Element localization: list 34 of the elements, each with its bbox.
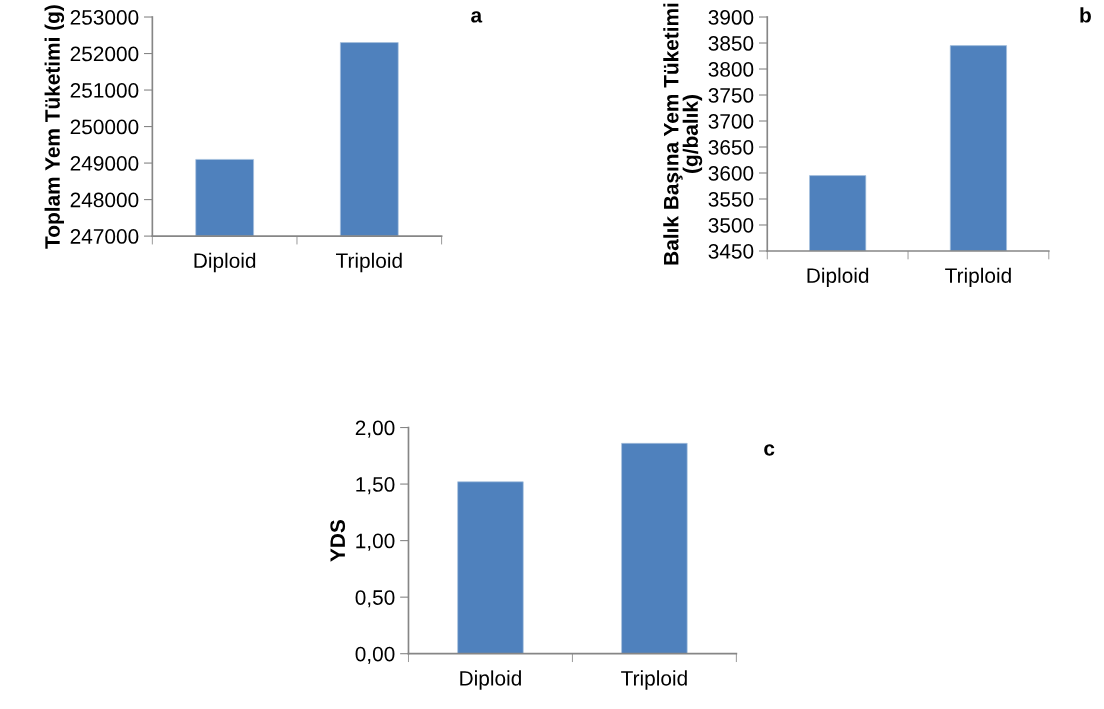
y-tick-label: 3650 (708, 140, 754, 155)
y-tick-label: 3550 (708, 191, 754, 207)
y-tick-label: 3900 (708, 10, 754, 25)
y-tick-label: 250000 (70, 119, 139, 135)
y-tick-label: 0,00 (355, 646, 395, 664)
y-axis-title: YDS (330, 520, 346, 562)
y-tick-label: 1,50 (356, 477, 395, 495)
text: a (471, 11, 483, 23)
y-tick-label: 3800 (708, 62, 754, 77)
y-tick-label: 3700 (708, 114, 754, 129)
x-tick-label: Triploid (945, 267, 1011, 288)
y-tick-label: 252000 (70, 46, 139, 62)
y-tick-label: 248000 (70, 192, 139, 208)
x-tick-label: Diploid (460, 670, 521, 690)
y-tick-label: 0,50 (355, 590, 395, 608)
x-tick-label: Diploid (194, 252, 256, 273)
y-axis-title: Balık Başına Yem Tüketimi (g/balık) (663, 3, 703, 265)
x-tick-label: Triploid (621, 670, 687, 690)
y-tick-label: 251000 (70, 83, 139, 98)
y-tick-label: 247000 (70, 229, 139, 244)
x-tick-label: Diploid (807, 267, 869, 288)
y-tick-label: 1,00 (356, 533, 395, 551)
y-tick-label: 3750 (708, 88, 754, 103)
y-tick-label: 3500 (708, 217, 754, 233)
text: b (1080, 7, 1091, 23)
y-tick-label: 3450 (708, 243, 754, 259)
y-tick-label: 3600 (708, 166, 754, 181)
y-tick-label: 249000 (70, 156, 139, 171)
y-tick-label: 253000 (70, 10, 139, 25)
text: c (764, 444, 775, 456)
y-axis-title: Toplam Yem Tüketimi (g) (44, 5, 65, 249)
y-tick-label: 2,00 (355, 420, 395, 438)
x-tick-label: Triploid (336, 252, 402, 273)
y-tick-label: 3850 (708, 36, 754, 51)
